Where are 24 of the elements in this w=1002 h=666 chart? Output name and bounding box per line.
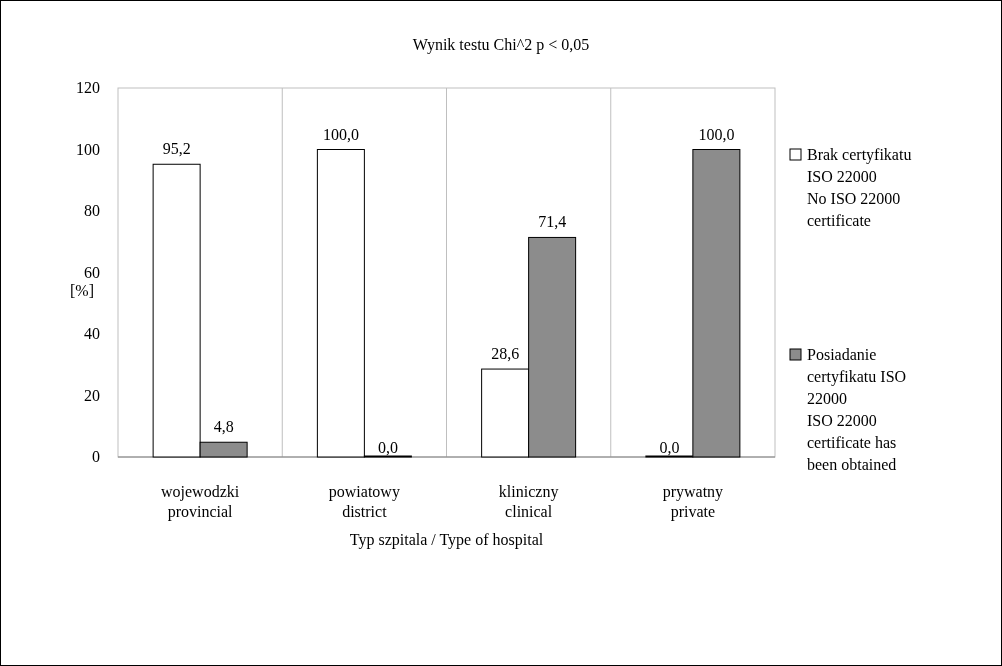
data-label: 0,0 xyxy=(377,439,398,456)
y-tick-label: 120 xyxy=(76,79,100,96)
y-tick-label: 100 xyxy=(76,140,100,158)
chart-title: Wynik testu Chi^2 p < 0,05 xyxy=(412,36,590,54)
y-tick-label: 0 xyxy=(92,448,100,465)
x-tick-label: kliniczny clinical xyxy=(498,483,559,520)
data-label: 71,4 xyxy=(538,213,567,231)
y-tick-label: 40 xyxy=(84,325,100,342)
data-label: 100,0 xyxy=(322,125,359,143)
data-label: 4,8 xyxy=(213,418,234,436)
legend-label: Brak certyfikatu ISO 22000 No ISO 22000 certificate xyxy=(807,146,912,229)
y-axis-title: [%] xyxy=(70,282,94,299)
x-tick-label: powiatowy district xyxy=(328,483,400,520)
data-label: 0,0 xyxy=(659,439,680,456)
legend-label: Posiadanie certyfikatu ISO 22000 ISO 22000 certificate has been obtained xyxy=(807,346,907,473)
y-tick-label: 60 xyxy=(84,263,100,281)
data-label: 95,2 xyxy=(162,140,191,158)
data-label: 100,0 xyxy=(698,125,735,143)
x-tick-label: wojewodzki provincial xyxy=(161,483,240,521)
x-tick-label: prywatny private xyxy=(662,483,724,521)
y-tick-label: 80 xyxy=(84,202,100,219)
data-label: 28,6 xyxy=(491,345,520,363)
y-tick-label: 20 xyxy=(84,386,100,404)
x-axis-title: Typ szpitala / Type of hospital xyxy=(349,531,544,549)
